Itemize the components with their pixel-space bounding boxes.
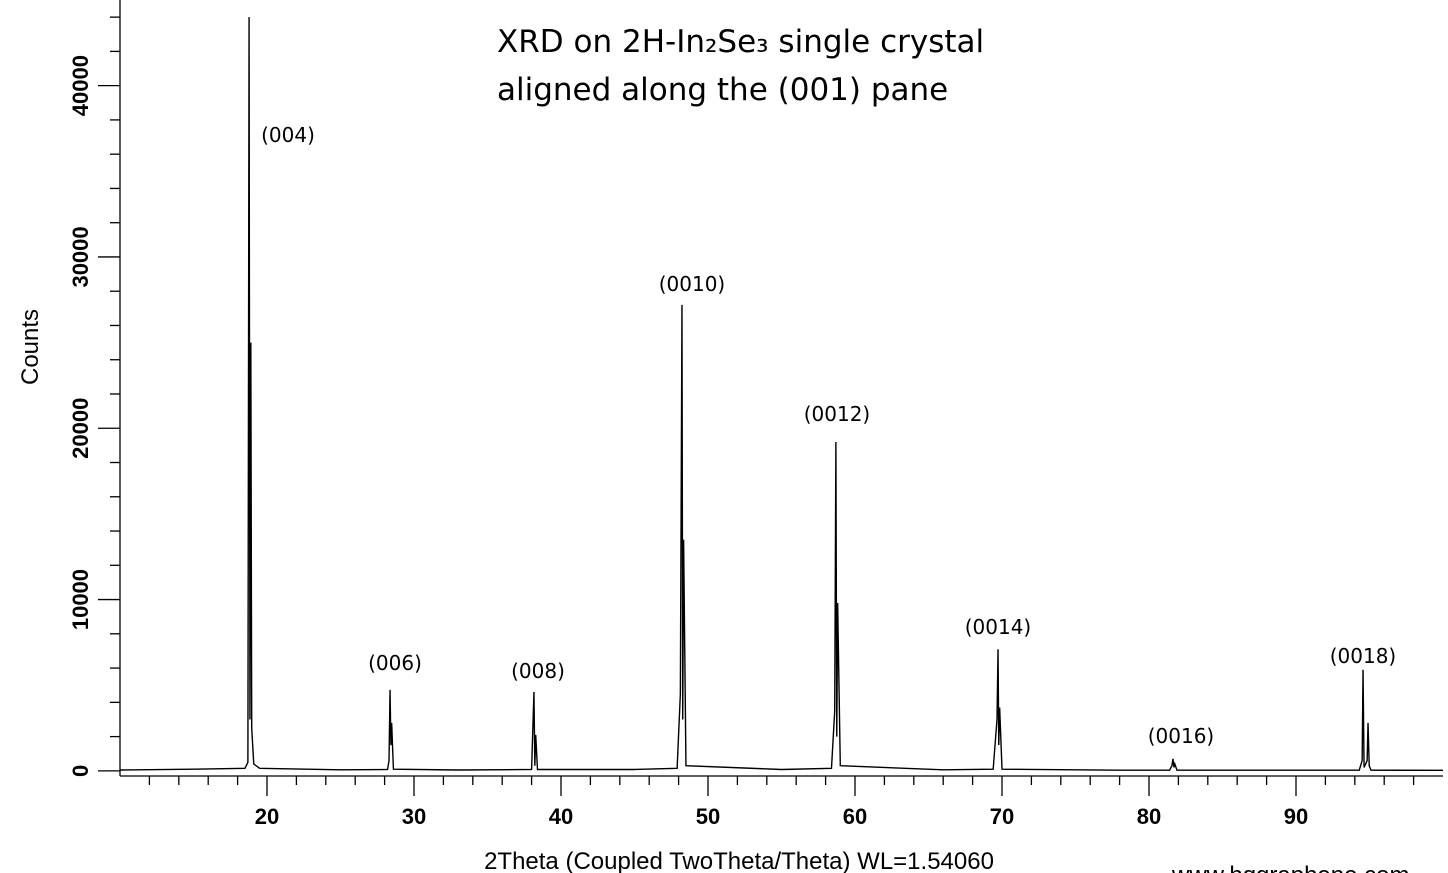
x-axis-label: 2Theta (Coupled TwoTheta/Theta) WL=1.540… (484, 848, 994, 873)
x-tick-label: 50 (696, 804, 720, 829)
xrd-pattern (119, 17, 1444, 772)
x-tick-label: 40 (549, 804, 573, 829)
peak-label: (0018) (1330, 644, 1397, 668)
peak-label: (0014) (965, 615, 1032, 639)
watermark: www.hqgraphene.com (1171, 862, 1409, 873)
title-line: aligned along the (001) pane (497, 72, 948, 108)
peak-label: (006) (368, 651, 422, 675)
peak-label: (008) (511, 659, 565, 683)
x-tick-label: 70 (990, 804, 1014, 829)
y-tick-label: 40000 (68, 55, 93, 116)
x-tick-label: 20 (255, 804, 279, 829)
peak-label: (004) (261, 123, 315, 147)
title-line: XRD on 2H-In₂Se₃ single crystal (497, 24, 984, 60)
x-tick-label: 30 (402, 804, 426, 829)
y-axis-label: Counts (17, 309, 44, 385)
x-tick-label: 60 (843, 804, 867, 829)
x-tick-label: 90 (1284, 804, 1308, 829)
y-tick-label: 30000 (68, 226, 93, 287)
peak-label: (0012) (804, 402, 871, 426)
peak-label: (0016) (1148, 724, 1215, 748)
y-tick-label: 20000 (68, 398, 93, 459)
peak-label: (0010) (659, 272, 726, 296)
y-tick-label: 10000 (68, 569, 93, 630)
x-tick-label: 80 (1137, 804, 1161, 829)
y-tick-label: 0 (68, 765, 93, 777)
